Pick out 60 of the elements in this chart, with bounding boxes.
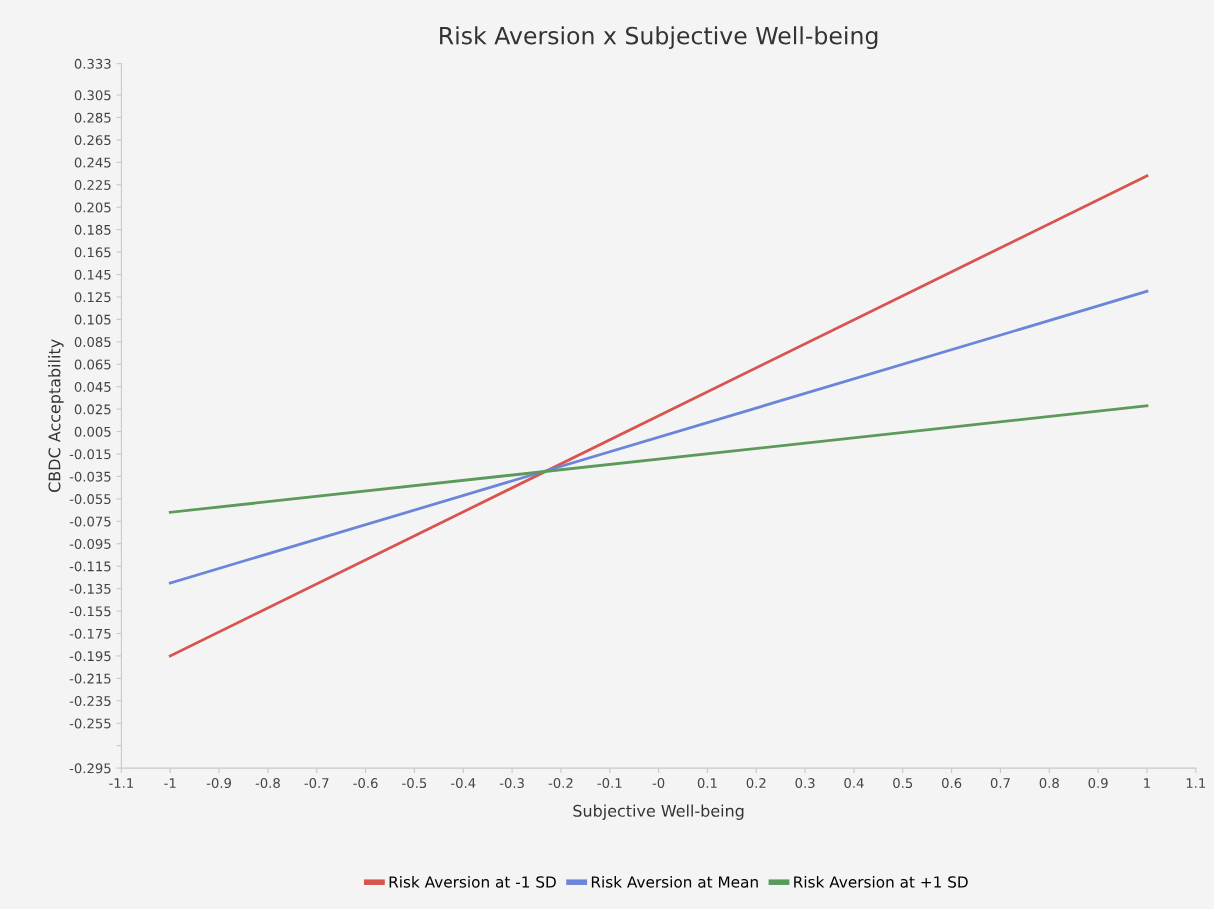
y-tick-label: 0.305 <box>74 90 111 101</box>
y-tick-label: 0.205 <box>74 202 111 213</box>
legend-label: Risk Aversion at +1 SD <box>794 875 968 888</box>
y-tick-label: 0.045 <box>74 381 111 392</box>
y-tick-label: -0.035 <box>69 471 111 482</box>
y-tick-label: 0.225 <box>74 180 111 190</box>
x-tick-label: -0.6 <box>353 778 378 789</box>
x-tick-label: 0.3 <box>795 778 815 789</box>
x-tick-label: 0.1 <box>697 778 717 789</box>
x-tick-label: -0.4 <box>451 778 476 789</box>
x-tick-label: 1.1 <box>1186 778 1206 788</box>
y-tick-label: -0.075 <box>69 516 111 527</box>
y-tick-label: -0.135 <box>69 583 111 594</box>
y-tick-label: 0.285 <box>74 112 111 123</box>
x-tick-label: -0.9 <box>206 778 232 789</box>
legend-label: Risk Aversion at Mean <box>591 875 758 888</box>
chart-title: Risk Aversion x Subjective Well-being <box>440 26 878 50</box>
x-tick-label: 0.2 <box>746 778 766 789</box>
y-tick-label: -0.055 <box>69 494 111 505</box>
y-tick-label: -0.175 <box>69 628 111 639</box>
y-tick-label: -0.155 <box>69 606 111 617</box>
y-tick-label: 0.265 <box>74 135 111 146</box>
y-tick-label: 0.165 <box>74 247 111 258</box>
y-tick-label: -0.015 <box>69 449 111 460</box>
x-tick-label: 0.5 <box>893 778 913 789</box>
x-tick-label: 0.4 <box>844 778 864 789</box>
x-tick-label: -1 <box>164 778 176 788</box>
y-tick-label: -0.095 <box>69 538 111 549</box>
x-tick-label: -0.1 <box>597 778 622 789</box>
y-tick-label: 0.025 <box>74 404 111 415</box>
y-tick-label: 0.065 <box>74 359 111 370</box>
y-tick-label: 0.333 <box>74 58 111 69</box>
x-tick-label: 1 <box>1144 778 1150 788</box>
x-tick-label: 0.6 <box>941 778 962 789</box>
y-tick-label: 0.105 <box>74 314 111 325</box>
y-tick-label: 0.125 <box>74 292 111 303</box>
y-tick-label: 0.085 <box>74 337 111 348</box>
x-tick-label: -0.2 <box>548 778 573 789</box>
x-tick-label: -0.8 <box>255 778 280 789</box>
y-tick-label: -0.195 <box>69 651 111 662</box>
x-tick-label: 0.7 <box>990 778 1010 789</box>
x-tick-label: -1.1 <box>109 778 134 788</box>
x-tick-label: -0.3 <box>499 778 524 789</box>
x-tick-label: -0 <box>652 778 665 789</box>
x-tick-label: 0.9 <box>1088 778 1108 789</box>
x-tick-label: 0.8 <box>1039 778 1059 789</box>
y-tick-label: -0.115 <box>69 561 111 572</box>
x-tick-label: -0.7 <box>304 778 329 789</box>
y-tick-label: 0.185 <box>74 224 111 235</box>
y-tick-label: -0.295 <box>69 763 111 774</box>
x-tick-label: -0.5 <box>402 778 427 789</box>
y-tick-label: -0.215 <box>69 673 111 684</box>
y-tick-label: -0.235 <box>69 696 111 706</box>
y-tick-label: 0.145 <box>74 269 111 280</box>
y-tick-label: -0.255 <box>69 718 111 729</box>
legend-label: Risk Aversion at -1 SD <box>389 875 556 888</box>
y-tick-label: 0.245 <box>74 157 111 168</box>
y-tick-label: 0.005 <box>74 426 111 437</box>
y-axis-title: CBDC Acceptability <box>48 339 64 492</box>
x-axis-title: Subjective Well-being <box>573 804 744 820</box>
